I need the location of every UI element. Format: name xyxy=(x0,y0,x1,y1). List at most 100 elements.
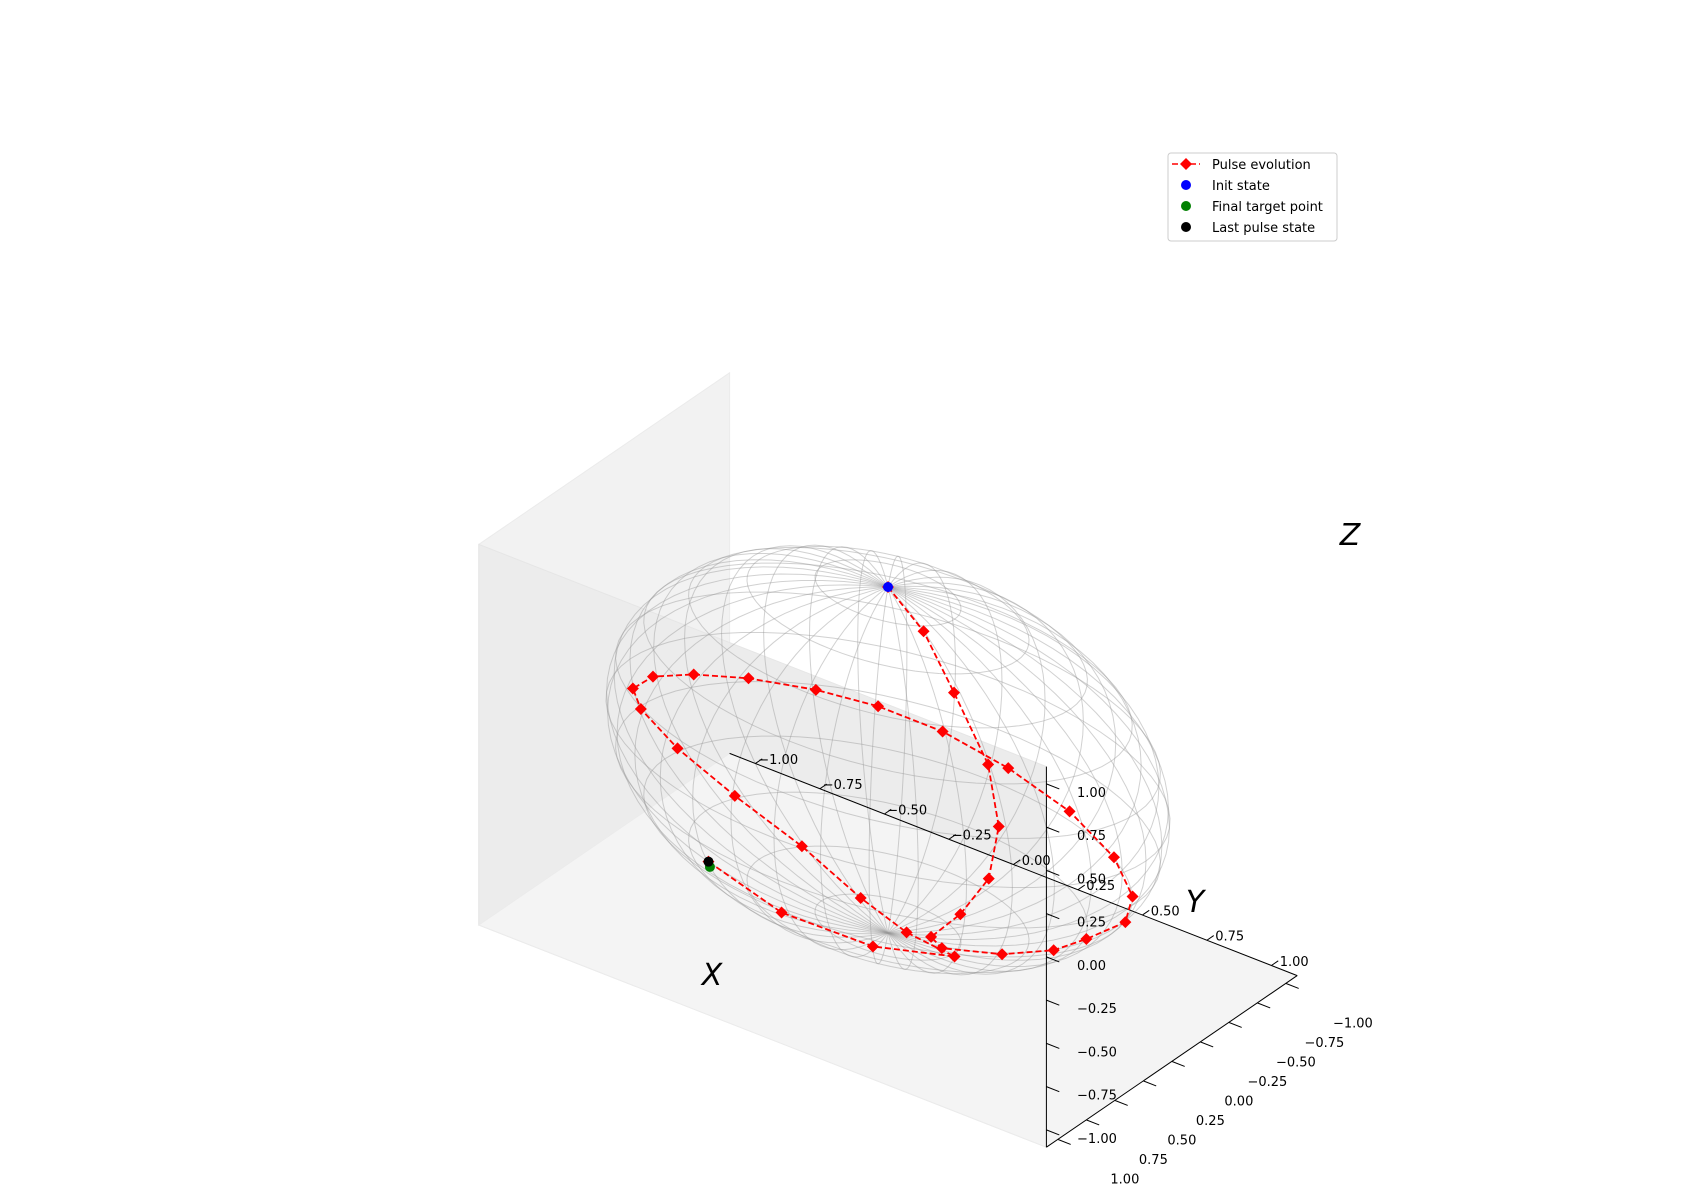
meridian-line xyxy=(887,586,1055,975)
meridian-line xyxy=(607,579,889,934)
pulse-marker xyxy=(925,930,938,943)
pulse-marker xyxy=(626,682,639,695)
y-tick-label: 0.50 xyxy=(1167,1134,1196,1149)
axes-ticks: −1.00 −1.00 −1.00 −0.75 −0.75 −0.75 −0.50 −0.50… xyxy=(729,752,1373,1188)
y-tick xyxy=(1057,1138,1071,1145)
meridian-line xyxy=(887,586,1013,976)
x-tick-label: 1.00 xyxy=(1280,955,1309,970)
pulse-marker xyxy=(854,891,867,904)
pulse-marker xyxy=(900,926,913,939)
pulse-marker xyxy=(917,625,930,638)
z-tick xyxy=(1046,783,1060,790)
meridian-line xyxy=(887,586,1160,936)
z-tick xyxy=(1046,826,1060,833)
pulse-marker xyxy=(728,789,741,802)
pulse-marker xyxy=(809,683,822,696)
pulse-marker xyxy=(646,670,659,683)
x-tick xyxy=(755,758,763,764)
x-tick xyxy=(1206,935,1215,941)
x-axis-label: X xyxy=(700,958,724,993)
legend-label: Last pulse state xyxy=(1212,221,1315,236)
meridian-line xyxy=(887,582,1084,934)
pulse-marker xyxy=(866,940,879,953)
x-tick xyxy=(948,834,957,840)
parallel-line xyxy=(814,559,962,627)
meridian-line xyxy=(653,552,889,934)
y-tick xyxy=(1257,1002,1271,1009)
pulse-marker xyxy=(1047,944,1060,957)
pulse-marker xyxy=(996,948,1009,961)
z-tick-label: 0.75 xyxy=(1077,829,1106,844)
pulse-marker xyxy=(795,840,808,853)
x-axis-line xyxy=(729,752,1298,977)
meridian-line xyxy=(613,566,889,934)
pulse-marker xyxy=(775,906,788,919)
x-tick xyxy=(1142,909,1150,916)
y-tick-label: 1.00 xyxy=(1110,1173,1139,1188)
x-tick-label: −0.50 xyxy=(887,803,927,818)
parallel-line xyxy=(643,735,1133,958)
pulse-marker xyxy=(671,742,684,755)
parallel-line xyxy=(688,791,1088,973)
pulse-marker xyxy=(1080,933,1093,945)
y-tick xyxy=(1285,982,1299,989)
meridian-line xyxy=(887,576,1046,934)
x-tick-label: −1.00 xyxy=(758,753,798,768)
init-state-point xyxy=(883,582,893,592)
axes-panes xyxy=(477,371,1299,1148)
x-tick xyxy=(1271,960,1279,966)
legend-entry-init-state: Init state xyxy=(1181,179,1270,194)
pulse-marker xyxy=(742,672,755,685)
meridian-line xyxy=(763,544,889,934)
parallel-line xyxy=(643,562,1133,785)
pulse-marker xyxy=(872,700,885,713)
z-tick-label: 1.00 xyxy=(1077,786,1106,801)
z-tick xyxy=(1046,999,1060,1006)
pulse-marker xyxy=(948,950,961,963)
z-tick-label: 0.25 xyxy=(1077,916,1106,931)
x-tick-label: 0.00 xyxy=(1022,854,1051,869)
pulse-marker xyxy=(992,820,1005,833)
pulse-marker xyxy=(687,668,700,681)
z-tick xyxy=(1046,956,1060,963)
z-tick xyxy=(1046,913,1060,920)
meridian-line xyxy=(887,585,1117,934)
x-tick xyxy=(884,808,892,815)
pulse-marker xyxy=(1126,890,1139,903)
meridian-line xyxy=(887,555,908,934)
black-dot-icon xyxy=(1181,222,1191,232)
pulse-marker xyxy=(1119,916,1132,929)
y-tick-label: 0.75 xyxy=(1139,1153,1168,1168)
legend-label: Pulse evolution xyxy=(1212,158,1311,173)
parallel-line xyxy=(746,845,1030,975)
meridian-line xyxy=(773,586,889,951)
meridian-line xyxy=(887,586,1170,947)
meridian-line xyxy=(868,586,889,965)
pulse-marker xyxy=(1107,851,1120,864)
sphere-wireframe xyxy=(605,544,1171,976)
y-tick-label: 0.00 xyxy=(1224,1095,1253,1110)
y-tick xyxy=(1086,1119,1100,1126)
pulse-evolution-line xyxy=(631,586,1134,958)
pulse-marker xyxy=(1063,805,1076,818)
x-tick xyxy=(1013,859,1021,865)
meridian-line xyxy=(616,584,889,934)
meridian-line xyxy=(684,548,889,934)
parallel-line xyxy=(605,631,1171,889)
pulse-marker xyxy=(936,725,949,738)
parallel-line xyxy=(746,545,1030,675)
y-axis-line xyxy=(1046,975,1298,1148)
z-axis-label: Z xyxy=(1339,518,1362,553)
legend-entry-last-pulse-state: Last pulse state xyxy=(1181,221,1315,236)
legend-entry-pulse-evolution: Pulse evolution xyxy=(1172,158,1311,173)
z-tick xyxy=(1046,1042,1060,1049)
y-tick-label: −0.50 xyxy=(1276,1056,1316,1071)
pulse-marker xyxy=(982,872,995,885)
y-tick-label: −0.75 xyxy=(1304,1036,1344,1051)
y-tick-label: −1.00 xyxy=(1333,1017,1373,1032)
parallel-line xyxy=(688,547,1088,729)
x-tick-label: 0.75 xyxy=(1215,930,1244,945)
pulse-marker xyxy=(634,703,647,716)
meridian-line xyxy=(659,586,889,935)
z-tick xyxy=(1046,869,1060,876)
